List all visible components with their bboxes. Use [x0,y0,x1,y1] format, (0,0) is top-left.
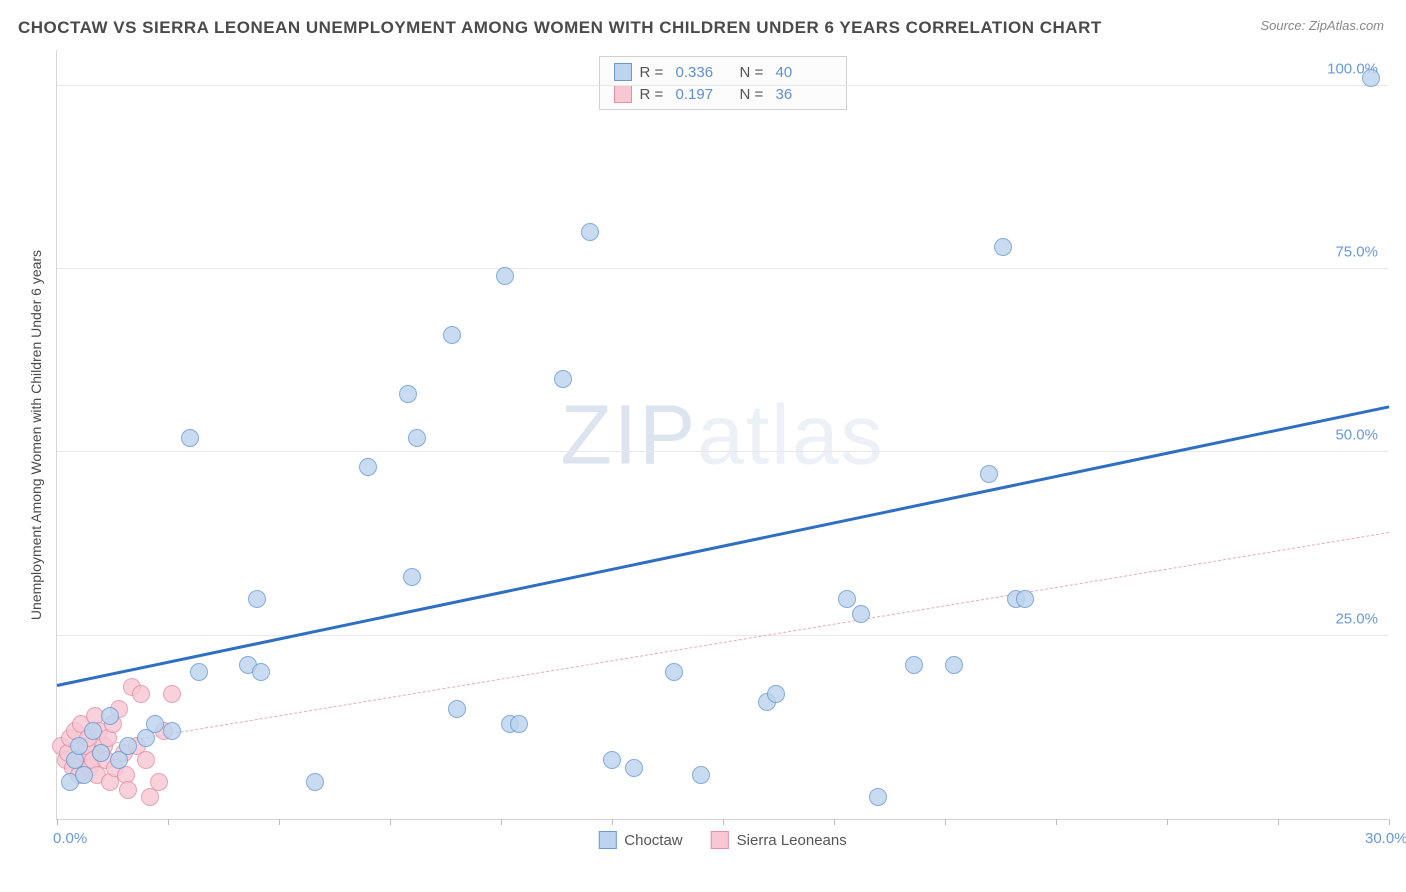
data-point [869,788,887,806]
data-point [994,238,1012,256]
legend-label: Sierra Leoneans [737,832,847,849]
y-tick-label: 25.0% [1335,610,1378,627]
legend-n-label: N = [740,64,768,81]
data-point [980,465,998,483]
x-tick [279,819,280,825]
data-point [163,722,181,740]
x-tick [1056,819,1057,825]
gridline [57,635,1388,636]
data-point [150,773,168,791]
x-tick-label: 0.0% [53,830,87,847]
legend-row: R = 0.336 N = 40 [614,63,832,81]
legend-label: Choctaw [624,832,682,849]
trend-line [57,405,1390,687]
legend-r-value: 0.197 [676,86,732,103]
series-legend: Choctaw Sierra Leoneans [598,831,846,849]
x-tick [723,819,724,825]
chart-title: CHOCTAW VS SIERRA LEONEAN UNEMPLOYMENT A… [18,18,1102,38]
data-point [448,700,466,718]
data-point [408,429,426,447]
x-tick [1167,819,1168,825]
legend-row: R = 0.197 N = 36 [614,85,832,103]
data-point [146,715,164,733]
correlation-legend: R = 0.336 N = 40 R = 0.197 N = 36 [599,56,847,110]
data-point [403,568,421,586]
data-point [92,744,110,762]
legend-r-label: R = [640,86,668,103]
x-tick [612,819,613,825]
data-point [581,223,599,241]
data-point [554,370,572,388]
data-point [945,656,963,674]
legend-item: Choctaw [598,831,682,849]
legend-n-label: N = [740,86,768,103]
data-point [248,590,266,608]
legend-swatch [614,85,632,103]
legend-swatch [711,831,729,849]
data-point [101,707,119,725]
data-point [252,663,270,681]
data-point [838,590,856,608]
x-tick [834,819,835,825]
x-tick [390,819,391,825]
x-tick [1278,819,1279,825]
x-tick [1389,819,1390,825]
gridline [57,268,1388,269]
data-point [603,751,621,769]
data-point [625,759,643,777]
source-attribution: Source: ZipAtlas.com [1260,18,1384,33]
legend-n-value: 36 [776,86,832,103]
data-point [84,722,102,740]
gridline [57,85,1388,86]
legend-r-value: 0.336 [676,64,732,81]
data-point [163,685,181,703]
data-point [692,766,710,784]
data-point [665,663,683,681]
data-point [119,781,137,799]
data-point [1016,590,1034,608]
data-point [1362,69,1380,87]
data-point [496,267,514,285]
data-point [510,715,528,733]
data-point [70,737,88,755]
data-point [190,663,208,681]
x-tick [501,819,502,825]
data-point [905,656,923,674]
chart-plot-area: ZIPatlas R =0.336N =40R =0.197N =36 Choc… [56,50,1388,820]
x-tick [57,819,58,825]
data-point [359,458,377,476]
data-point [137,751,155,769]
x-tick [945,819,946,825]
data-point [443,326,461,344]
legend-n-value: 40 [776,64,832,81]
y-axis-label: Unemployment Among Women with Children U… [28,250,44,620]
data-point [132,685,150,703]
x-tick [168,819,169,825]
watermark: ZIPatlas [560,386,884,483]
legend-item: Sierra Leoneans [711,831,847,849]
data-point [306,773,324,791]
y-tick-label: 75.0% [1335,244,1378,261]
legend-swatch [598,831,616,849]
y-tick-label: 50.0% [1335,427,1378,444]
data-point [852,605,870,623]
data-point [399,385,417,403]
legend-r-label: R = [640,64,668,81]
data-point [75,766,93,784]
x-tick-label: 30.0% [1365,830,1406,847]
data-point [181,429,199,447]
data-point [767,685,785,703]
gridline [57,451,1388,452]
legend-swatch [614,63,632,81]
data-point [119,737,137,755]
